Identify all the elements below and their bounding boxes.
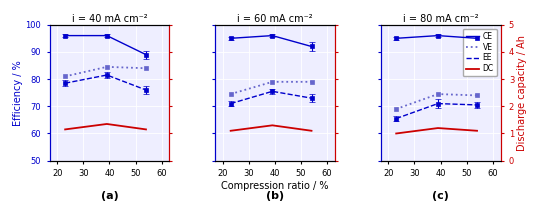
Text: (c): (c) <box>432 191 449 201</box>
Y-axis label: Discharge capacity / Ah: Discharge capacity / Ah <box>517 35 527 151</box>
Text: (a): (a) <box>101 191 118 201</box>
Text: (b): (b) <box>266 191 284 201</box>
Legend: CE, VE, EE, DC: CE, VE, EE, DC <box>463 29 497 76</box>
Title: i = 40 mA cm⁻²: i = 40 mA cm⁻² <box>72 14 147 24</box>
Title: i = 80 mA cm⁻²: i = 80 mA cm⁻² <box>403 14 478 24</box>
Title: i = 60 mA cm⁻²: i = 60 mA cm⁻² <box>237 14 313 24</box>
X-axis label: Compression ratio / %: Compression ratio / % <box>221 181 329 191</box>
Y-axis label: Efficiency / %: Efficiency / % <box>13 60 23 126</box>
